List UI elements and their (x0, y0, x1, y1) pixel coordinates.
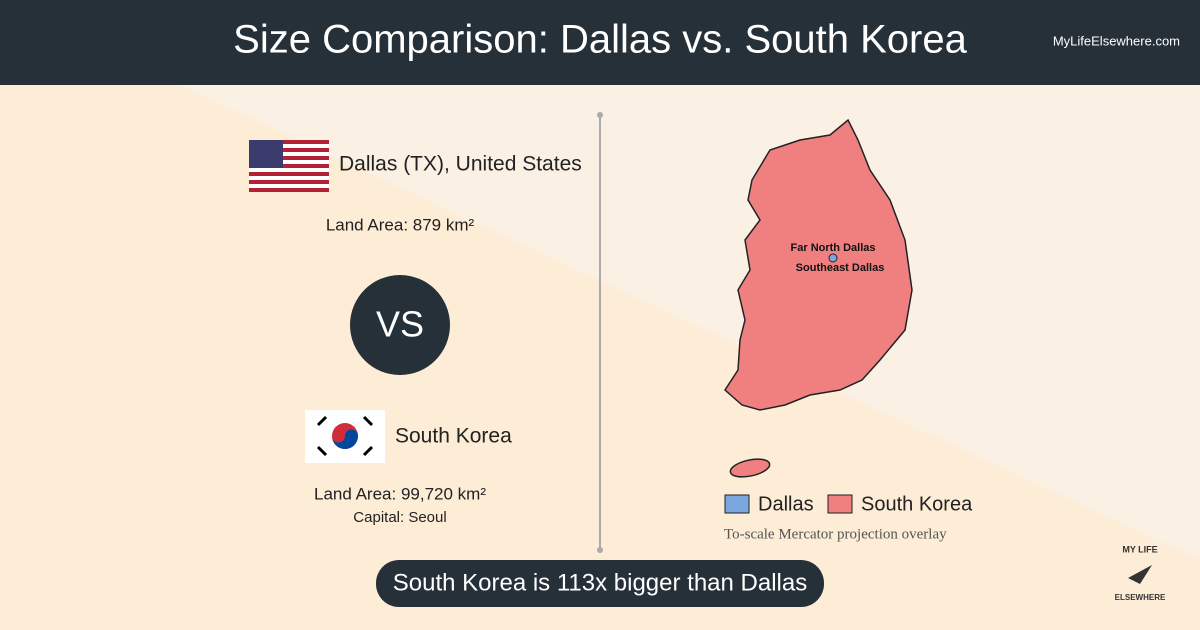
summary-pill (376, 560, 824, 607)
vs-badge (350, 275, 450, 375)
first-name: Dallas (TX), United States (339, 153, 582, 176)
korea-shape (724, 118, 913, 411)
map-label: Southeast Dallas (796, 262, 885, 274)
second-land-area: Land Area: 99,720 km² (314, 484, 486, 503)
kr-flag (305, 410, 385, 463)
logo-text: MY LIFE (1122, 544, 1157, 554)
legend-label: South Korea (861, 493, 973, 515)
second-name: South Korea (395, 425, 512, 448)
dallas-shape (828, 253, 838, 263)
legend-swatch (827, 494, 853, 514)
map-label: Far North Dallas (791, 242, 876, 254)
site-name: MyLifeElsewhere.com (1053, 33, 1180, 48)
logo-text: ELSEWHERE (1115, 593, 1166, 602)
title: Size Comparison: Dallas vs. South Korea (233, 18, 967, 62)
header-bar (0, 0, 1200, 85)
jeju-shape (729, 458, 771, 478)
divider-end (597, 112, 603, 118)
map-note: To-scale Mercator projection overlay (724, 526, 947, 542)
legend-label: Dallas (758, 493, 814, 515)
second-capital: Capital: Seoul (353, 509, 446, 526)
summary: South Korea is 113x bigger than Dallas (393, 569, 807, 596)
legend-swatch (724, 494, 750, 514)
first-land-area: Land Area: 879 km² (326, 215, 475, 234)
logo-plane (1128, 565, 1152, 584)
us-flag (249, 140, 329, 192)
vs-text: VS (376, 304, 424, 345)
divider-end (597, 547, 603, 553)
